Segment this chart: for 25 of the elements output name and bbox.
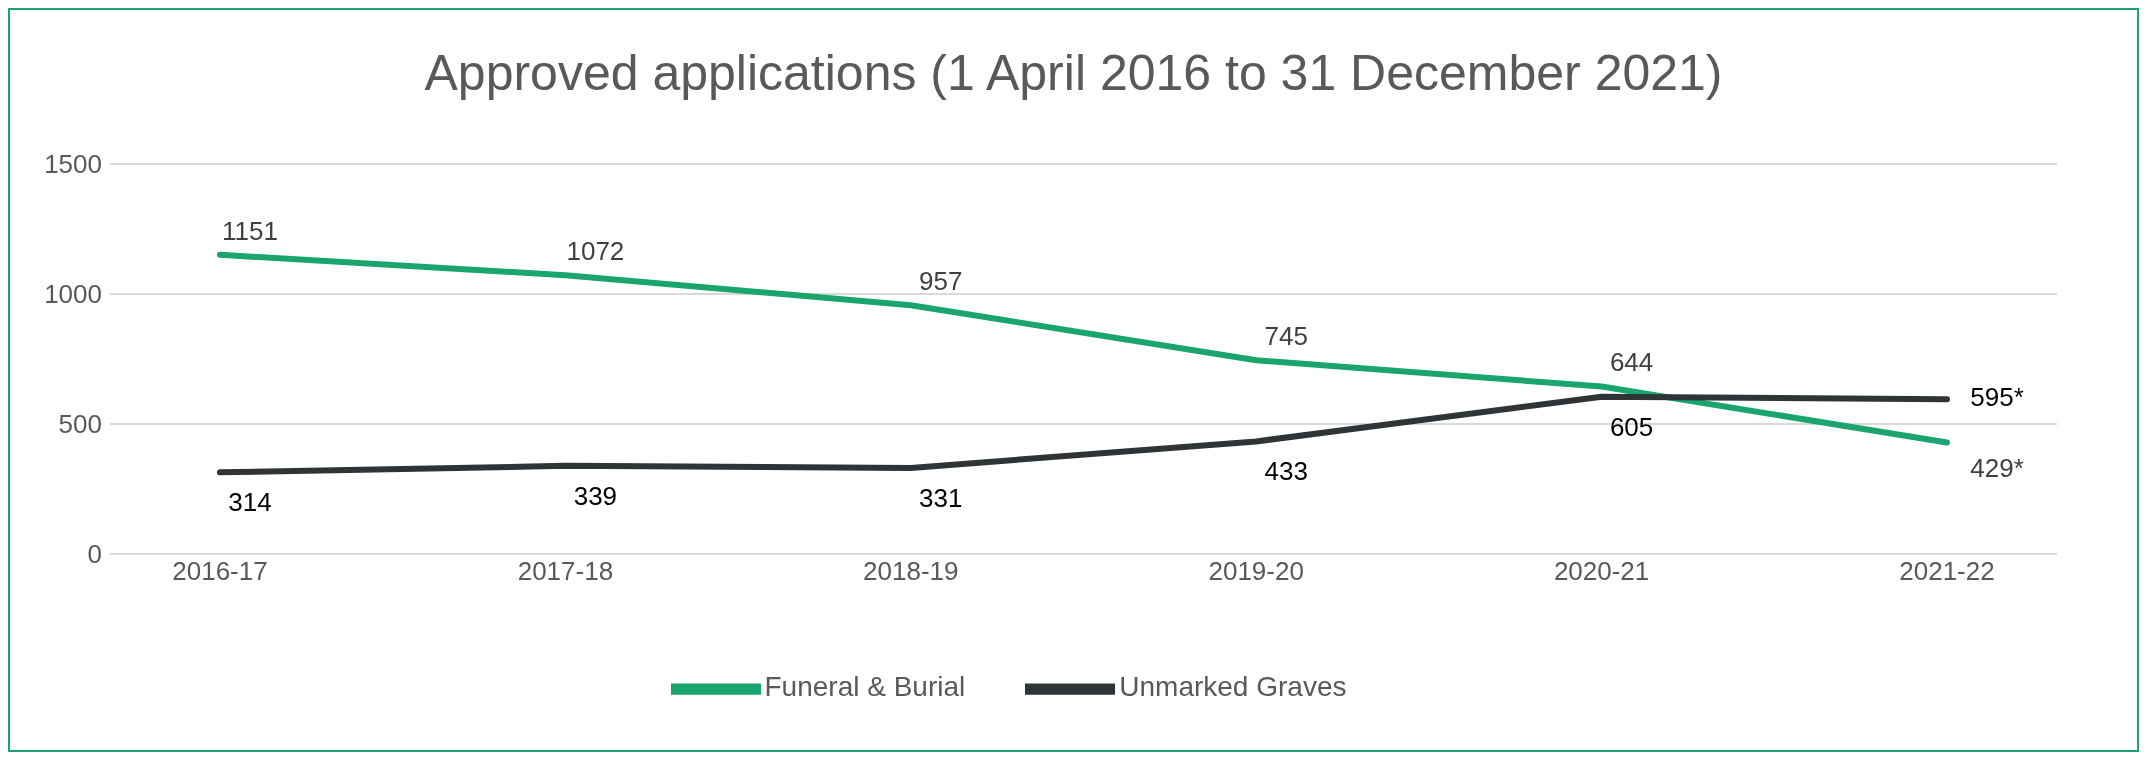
- chart-title: Approved applications (1 April 2016 to 31 December 2021): [423, 44, 1724, 103]
- y-tick-label: 0: [87, 539, 102, 570]
- data-label: 331: [919, 482, 963, 513]
- data-label: 1072: [566, 236, 625, 267]
- data-label: 957: [919, 266, 963, 297]
- x-tick-label: 2018-19: [863, 556, 959, 587]
- y-tick-label: 500: [58, 409, 102, 440]
- data-label: 429*: [1970, 453, 2024, 484]
- data-label: 745: [1264, 321, 1308, 352]
- legend-label: Funeral & Burial: [764, 671, 966, 703]
- y-tick-label: 1500: [44, 149, 102, 180]
- x-tick-label: 2017-18: [517, 556, 614, 587]
- data-label: 433: [1264, 456, 1308, 487]
- data-label: 339: [573, 480, 618, 511]
- legend-label: Unmarked Graves: [1119, 671, 1347, 703]
- x-tick-label: 2021-22: [1899, 556, 1995, 587]
- data-label: 595*: [1970, 382, 2024, 413]
- data-label: 644: [1609, 347, 1654, 378]
- x-tick-label: 2019-20: [1208, 556, 1304, 587]
- data-label: 605: [1609, 411, 1654, 442]
- data-label: 314: [228, 487, 272, 518]
- x-tick-label: 2020-21: [1553, 556, 1650, 587]
- y-tick-label: 1000: [44, 279, 102, 310]
- data-label: 1151: [222, 215, 278, 246]
- x-tick-label: 2016-17: [172, 556, 268, 587]
